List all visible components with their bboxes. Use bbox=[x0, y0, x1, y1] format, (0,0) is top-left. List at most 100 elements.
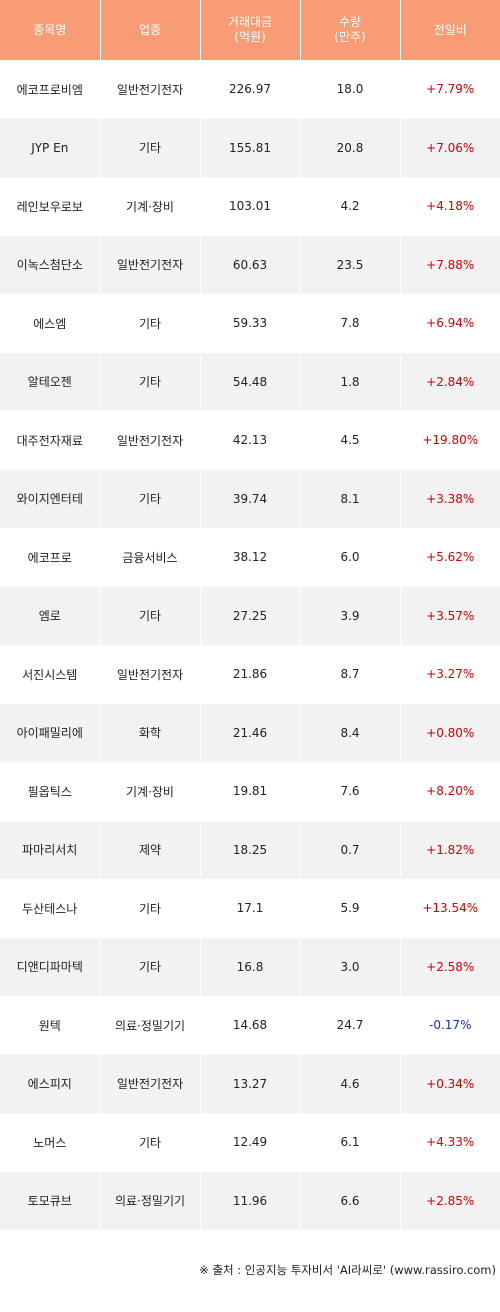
quantity-cell: 4.5 bbox=[300, 411, 401, 470]
quantity-cell: 3.0 bbox=[300, 937, 401, 996]
change-cell: +5.62% bbox=[400, 528, 500, 587]
table-row: 원텍 의료·정밀기기 14.68 24.7 -0.17% bbox=[0, 996, 500, 1055]
quantity-cell: 8.7 bbox=[300, 645, 401, 704]
change-cell: +3.27% bbox=[400, 645, 500, 704]
table-row: 레인보우로보 기계·장비 103.01 4.2 +4.18% bbox=[0, 177, 500, 236]
change-cell: +3.38% bbox=[400, 469, 500, 528]
stock-name-cell: 디앤디파마텍 bbox=[0, 937, 101, 996]
stock-name-cell: 에코프로 bbox=[0, 528, 101, 587]
sector-cell: 기계·장비 bbox=[100, 177, 201, 236]
quantity-cell: 0.7 bbox=[300, 820, 401, 879]
table-body: 에코프로비엠 일반전기전자 226.97 18.0 +7.79% JYP En 기타 155.… bbox=[0, 60, 500, 1230]
trade-amount-cell: 21.46 bbox=[200, 703, 301, 762]
change-cell: +0.80% bbox=[400, 703, 500, 762]
table-row: 토모큐브 의료·정밀기기 11.96 6.6 +2.85% bbox=[0, 1171, 500, 1230]
trade-amount-cell: 103.01 bbox=[200, 177, 301, 236]
table-row: 엠로 기타 27.25 3.9 +3.57% bbox=[0, 586, 500, 645]
trade-amount-cell: 60.63 bbox=[200, 235, 301, 294]
table-row: 파마리서치 제약 18.25 0.7 +1.82% bbox=[0, 820, 500, 879]
quantity-cell: 6.1 bbox=[300, 1113, 401, 1172]
sector-cell: 기타 bbox=[100, 352, 201, 411]
table-row: 알테오젠 기타 54.48 1.8 +2.84% bbox=[0, 352, 500, 411]
change-cell: +2.84% bbox=[400, 352, 500, 411]
header-trade-amount-unit: (억원) bbox=[234, 30, 266, 44]
trade-amount-cell: 13.27 bbox=[200, 1054, 301, 1113]
sector-cell: 기타 bbox=[100, 586, 201, 645]
change-cell: +3.57% bbox=[400, 586, 500, 645]
change-cell: +2.85% bbox=[400, 1171, 500, 1230]
quantity-cell: 4.6 bbox=[300, 1054, 401, 1113]
trade-amount-cell: 59.33 bbox=[200, 294, 301, 353]
change-cell: +7.88% bbox=[400, 235, 500, 294]
quantity-cell: 8.1 bbox=[300, 469, 401, 528]
sector-cell: 기타 bbox=[100, 879, 201, 938]
sector-cell: 제약 bbox=[100, 820, 201, 879]
stock-name-cell: 두산테스나 bbox=[0, 879, 101, 938]
sector-cell: 화학 bbox=[100, 703, 201, 762]
table-row: 와이지엔터테 기타 39.74 8.1 +3.38% bbox=[0, 469, 500, 528]
trade-amount-cell: 226.97 bbox=[200, 60, 301, 119]
sector-cell: 기타 bbox=[100, 1113, 201, 1172]
trade-amount-cell: 12.49 bbox=[200, 1113, 301, 1172]
change-cell: +8.20% bbox=[400, 762, 500, 821]
sector-cell: 일반전기전자 bbox=[100, 1054, 201, 1113]
sector-cell: 일반전기전자 bbox=[100, 235, 201, 294]
stock-name-cell: 엠로 bbox=[0, 586, 101, 645]
change-cell: +6.94% bbox=[400, 294, 500, 353]
stock-name-cell: 에스엠 bbox=[0, 294, 101, 353]
stock-name-cell: 와이지엔터테 bbox=[0, 469, 101, 528]
table-row: 대주전자재료 일반전기전자 42.13 4.5 +19.80% bbox=[0, 411, 500, 470]
sector-cell: 일반전기전자 bbox=[100, 411, 201, 470]
source-note: ※ 출처 : 인공지능 투자비서 'AI라씨로' (www.rassiro.co… bbox=[199, 1263, 496, 1277]
stock-name-cell: 노머스 bbox=[0, 1113, 101, 1172]
table-row: 두산테스나 기타 17.1 5.9 +13.54% bbox=[0, 879, 500, 938]
quantity-cell: 20.8 bbox=[300, 118, 401, 177]
table-row: 이녹스첨단소 일반전기전자 60.63 23.5 +7.88% bbox=[0, 235, 500, 294]
quantity-cell: 7.6 bbox=[300, 762, 401, 821]
trade-amount-cell: 19.81 bbox=[200, 762, 301, 821]
quantity-cell: 5.9 bbox=[300, 879, 401, 938]
trade-amount-cell: 11.96 bbox=[200, 1171, 301, 1230]
stock-name-cell: 파마리서치 bbox=[0, 820, 101, 879]
change-cell: +7.06% bbox=[400, 118, 500, 177]
table-row: 필옵틱스 기계·장비 19.81 7.6 +8.20% bbox=[0, 762, 500, 821]
trade-amount-cell: 27.25 bbox=[200, 586, 301, 645]
trade-amount-cell: 18.25 bbox=[200, 820, 301, 879]
stock-table: 종목명 업종 거래대금 (억원) 수량 (만주) 전일비 에코프로비엠 일반전기전… bbox=[0, 0, 500, 1230]
header-quantity-label: 수량 bbox=[338, 15, 362, 29]
header-quantity-unit: (만주) bbox=[334, 30, 366, 44]
quantity-cell: 1.8 bbox=[300, 352, 401, 411]
sector-cell: 의료·정밀기기 bbox=[100, 996, 201, 1055]
sector-cell: 기타 bbox=[100, 469, 201, 528]
table-header-row: 종목명 업종 거래대금 (억원) 수량 (만주) 전일비 bbox=[0, 0, 500, 60]
change-cell: +4.33% bbox=[400, 1113, 500, 1172]
header-stock-name: 종목명 bbox=[0, 0, 101, 60]
quantity-cell: 23.5 bbox=[300, 235, 401, 294]
sector-cell: 기타 bbox=[100, 294, 201, 353]
stock-name-cell: 아이패밀리에 bbox=[0, 703, 101, 762]
change-cell: +2.58% bbox=[400, 937, 500, 996]
quantity-cell: 24.7 bbox=[300, 996, 401, 1055]
stock-name-cell: 레인보우로보 bbox=[0, 177, 101, 236]
sector-cell: 기타 bbox=[100, 937, 201, 996]
trade-amount-cell: 155.81 bbox=[200, 118, 301, 177]
quantity-cell: 18.0 bbox=[300, 60, 401, 119]
quantity-cell: 6.6 bbox=[300, 1171, 401, 1230]
table-row: 아이패밀리에 화학 21.46 8.4 +0.80% bbox=[0, 703, 500, 762]
trade-amount-cell: 54.48 bbox=[200, 352, 301, 411]
trade-amount-cell: 38.12 bbox=[200, 528, 301, 587]
sector-cell: 의료·정밀기기 bbox=[100, 1171, 201, 1230]
change-cell: +0.34% bbox=[400, 1054, 500, 1113]
quantity-cell: 8.4 bbox=[300, 703, 401, 762]
stock-name-cell: 에스피지 bbox=[0, 1054, 101, 1113]
change-cell: +7.79% bbox=[400, 60, 500, 119]
stock-name-cell: 서진시스템 bbox=[0, 645, 101, 704]
stock-name-cell: JYP En bbox=[0, 118, 101, 177]
sector-cell: 일반전기전자 bbox=[100, 60, 201, 119]
quantity-cell: 6.0 bbox=[300, 528, 401, 587]
stock-name-cell: 이녹스첨단소 bbox=[0, 235, 101, 294]
header-sector: 업종 bbox=[100, 0, 201, 60]
trade-amount-cell: 16.8 bbox=[200, 937, 301, 996]
change-cell: +4.18% bbox=[400, 177, 500, 236]
table-row: 노머스 기타 12.49 6.1 +4.33% bbox=[0, 1113, 500, 1172]
